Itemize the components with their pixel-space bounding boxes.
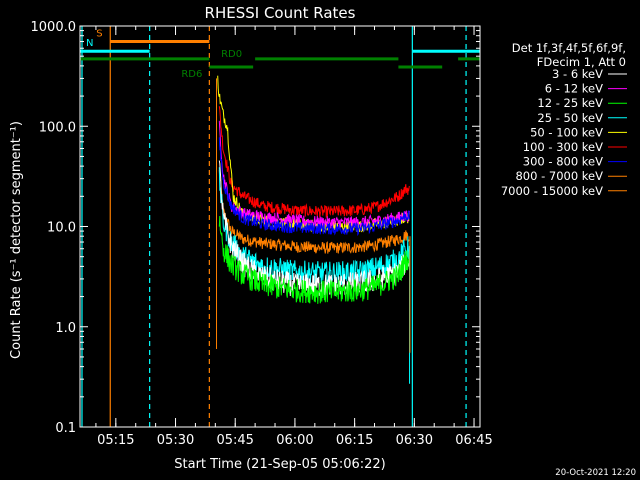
- legend-label-3: 25 - 50 keV: [537, 111, 603, 125]
- status-bar-label-1: N: [86, 38, 93, 49]
- legend: Det 1f,3f,4f,5f,6f,9f, FDecim 1, Att 0 3…: [501, 41, 627, 198]
- status-bar-label-4: RD0: [221, 49, 242, 60]
- y-tick-label-2: 10.0: [47, 221, 76, 236]
- legend-label-8: 7000 - 15000 keV: [501, 184, 603, 198]
- series-line-7: [218, 170, 410, 254]
- legend-header-line-1: Det 1f,3f,4f,5f,6f,9f,: [512, 41, 626, 55]
- legend-label-4: 50 - 100 keV: [530, 125, 603, 139]
- legend-label-7: 800 - 7000 keV: [515, 169, 603, 183]
- x-tick-label-6: 06:45: [455, 433, 492, 448]
- legend-header-line-2: FDecim 1, Att 0: [537, 55, 626, 69]
- x-tick-label-5: 06:30: [396, 433, 433, 448]
- legend-label-2: 12 - 25 keV: [537, 96, 603, 110]
- legend-label-1: 6 - 12 keV: [545, 82, 603, 96]
- plot-area: SN RD0 RD6: [80, 26, 480, 427]
- y-axis-label: Count Rate (s⁻¹ detector segment⁻¹): [9, 121, 24, 359]
- y-tick-label-4: 1000.0: [31, 20, 77, 35]
- x-tick-label-3: 06:00: [276, 433, 313, 448]
- status-bar-label-0: S: [96, 29, 102, 40]
- y-tick-label-3: 100.0: [39, 120, 76, 135]
- chart-title: RHESSI Count Rates: [205, 4, 356, 22]
- axes: 0.1 1.0 10.0 100.0 1000.0 05:15 05:30 05:45 06:0…: [31, 20, 493, 448]
- x-tick-label-4: 06:15: [336, 433, 373, 448]
- x-tick-label-0: 05:15: [97, 433, 134, 448]
- series-line-6: [218, 137, 410, 237]
- y-tick-label-0: 0.1: [55, 421, 76, 436]
- series-line-5: [218, 106, 410, 218]
- y-tick-label-1: 1.0: [55, 321, 76, 336]
- series-line-2: [218, 215, 410, 304]
- footer-timestamp: 20-Oct-2021 12:20: [555, 468, 636, 478]
- x-tick-label-1: 05:30: [157, 433, 194, 448]
- status-bar-label-6: RD6: [181, 69, 202, 80]
- legend-label-0: 3 - 6 keV: [552, 67, 603, 81]
- legend-label-5: 100 - 300 keV: [523, 140, 603, 154]
- x-axis-label: Start Time (21-Sep-05 05:06:22): [174, 457, 385, 472]
- series-line-1: [218, 120, 410, 229]
- x-tick-label-2: 05:45: [216, 433, 253, 448]
- legend-label-6: 300 - 800 keV: [523, 155, 603, 169]
